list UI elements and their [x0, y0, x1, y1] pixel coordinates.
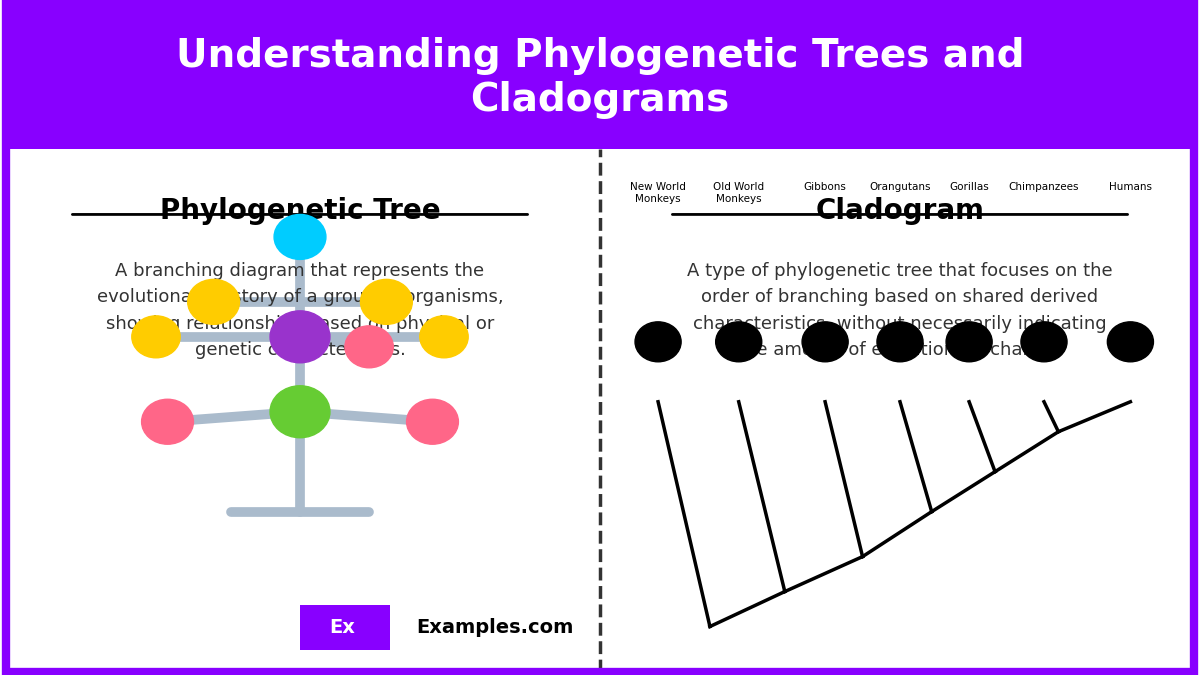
- Circle shape: [877, 322, 923, 362]
- Text: Chimpanzees: Chimpanzees: [1009, 182, 1079, 192]
- Circle shape: [1021, 322, 1067, 362]
- Circle shape: [142, 400, 193, 444]
- Text: Cladogram: Cladogram: [816, 197, 984, 225]
- Circle shape: [360, 279, 413, 325]
- Text: Humans: Humans: [1109, 182, 1152, 192]
- Text: A type of phylogenetic tree that focuses on the
order of branching based on shar: A type of phylogenetic tree that focuses…: [688, 262, 1112, 359]
- Text: Ex: Ex: [329, 618, 355, 637]
- Text: Orangutans: Orangutans: [869, 182, 931, 192]
- Circle shape: [270, 311, 330, 362]
- Circle shape: [946, 322, 992, 362]
- Circle shape: [132, 316, 180, 358]
- Circle shape: [715, 322, 762, 362]
- Circle shape: [407, 400, 458, 444]
- Circle shape: [274, 215, 326, 259]
- Circle shape: [270, 386, 330, 437]
- Text: Phylogenetic Tree: Phylogenetic Tree: [160, 197, 440, 225]
- Text: A branching diagram that represents the
evolutionary history of a group of organ: A branching diagram that represents the …: [97, 262, 503, 359]
- FancyBboxPatch shape: [6, 3, 1194, 148]
- Circle shape: [420, 316, 468, 358]
- Circle shape: [802, 322, 848, 362]
- Text: Gorillas: Gorillas: [949, 182, 989, 192]
- Circle shape: [1108, 322, 1153, 362]
- FancyBboxPatch shape: [294, 605, 390, 651]
- Text: Old World
Monkeys: Old World Monkeys: [713, 182, 764, 204]
- Text: Understanding Phylogenetic Trees and
Cladograms: Understanding Phylogenetic Trees and Cla…: [175, 36, 1025, 119]
- Circle shape: [344, 326, 394, 368]
- Circle shape: [635, 322, 682, 362]
- Text: Examples.com: Examples.com: [416, 618, 574, 637]
- Circle shape: [187, 279, 240, 325]
- Text: New World
Monkeys: New World Monkeys: [630, 182, 686, 204]
- Text: Gibbons: Gibbons: [804, 182, 846, 192]
